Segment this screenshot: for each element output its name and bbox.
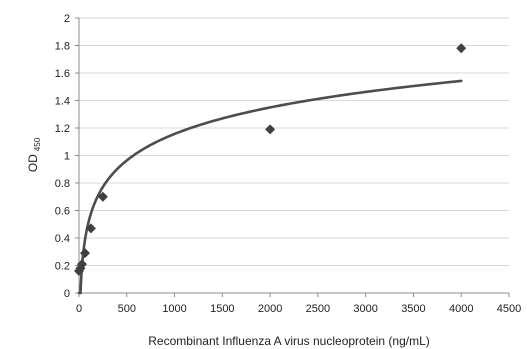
gridlines [79,17,509,266]
y-tick-label: 0 [64,288,70,300]
x-tick-label: 2000 [258,303,282,315]
x-tick-label: 1500 [210,303,234,315]
y-tick-label: 0.6 [55,206,70,218]
y-tick-label: 1.6 [55,68,70,80]
y-axis-title-subscript: 450 [33,137,42,151]
x-tick-label: 3000 [353,303,377,315]
x-tick-label: 2500 [306,303,330,315]
data-points [74,43,467,276]
axes [75,17,510,297]
x-axis-title: Recombinant Influenza A virus nucleoprot… [148,334,430,348]
data-point [79,248,90,259]
y-tick-label: 0.4 [55,233,70,245]
y-axis-title: OD 450 [26,137,42,172]
y-tick-label: 1.4 [55,96,70,108]
data-point [85,223,96,234]
trendline [77,79,463,295]
x-tick-label: 4000 [449,303,473,315]
x-tick-label: 3500 [401,303,425,315]
y-tick-label: 0.2 [55,261,70,273]
x-tick-label: 500 [118,303,136,315]
data-point [456,43,467,54]
x-tick-label: 4500 [497,303,521,315]
data-point [76,259,87,270]
y-tick-label: 1 [64,151,70,163]
x-tick-label: 0 [76,303,82,315]
y-axis-title-main: OD [26,154,40,172]
y-tick-label: 2 [64,13,70,25]
x-tick-label: 1000 [162,303,186,315]
y-tick-label: 1.2 [55,123,70,135]
x-tick-labels: 0 500 1000 1500 2000 2500 3000 3500 4000 4500 [76,303,521,315]
data-point [265,124,276,135]
y-tick-label: 1.8 [55,41,70,53]
y-tick-label: 0.8 [55,178,70,190]
y-tick-labels: 0 0.2 0.4 0.6 0.8 1 1.2 1.4 1.6 1.8 2 [55,13,70,300]
data-point [97,191,108,202]
